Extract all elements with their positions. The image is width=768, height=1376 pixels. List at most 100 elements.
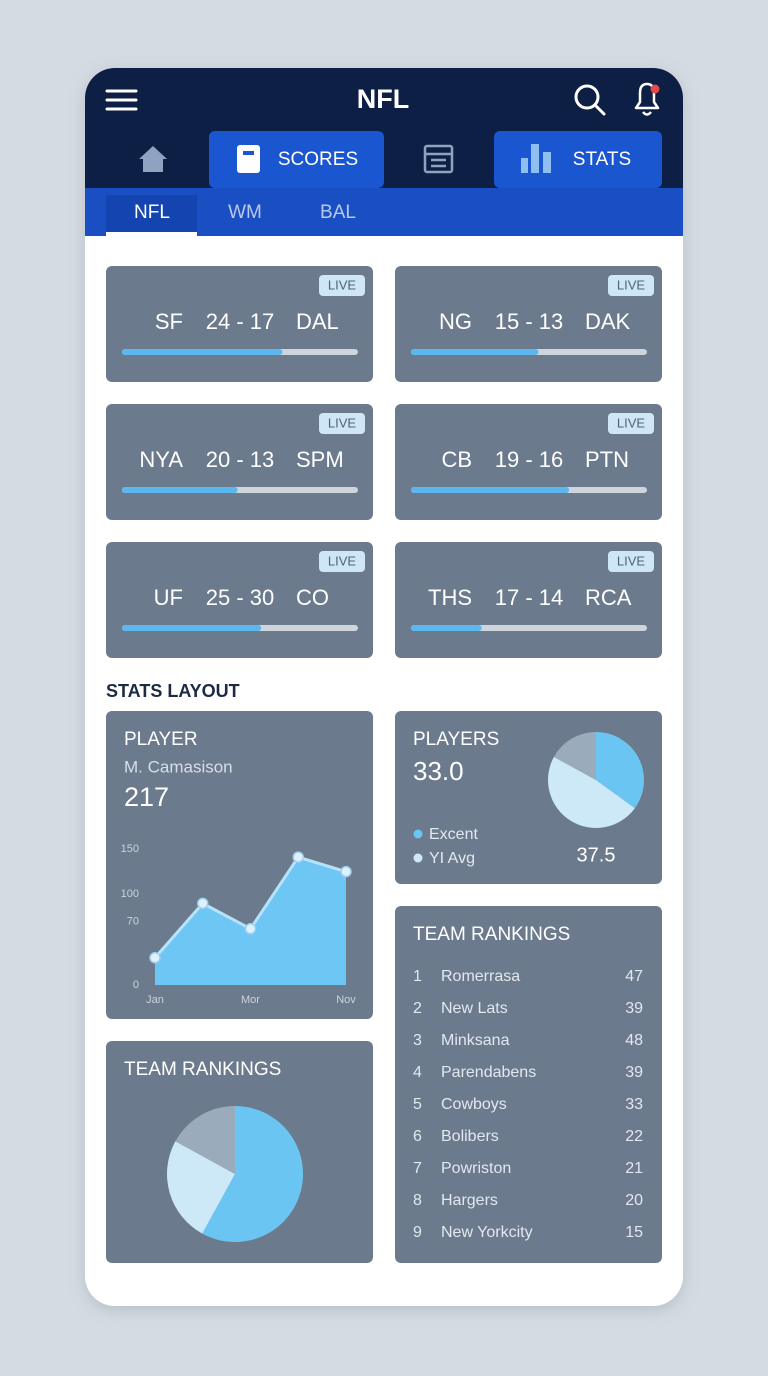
progress-bar — [122, 487, 238, 493]
notification-button[interactable] — [634, 82, 660, 116]
rank: 6 — [413, 1128, 422, 1145]
stats-icon — [521, 144, 551, 173]
team-value: 22 — [625, 1128, 643, 1145]
score: 24 - 17 — [206, 309, 275, 334]
card-label: PLAYERS — [413, 729, 499, 750]
team-value: 20 — [625, 1192, 643, 1209]
pie-slice — [596, 732, 645, 809]
x-tick-label: Jan — [146, 994, 164, 1006]
live-badge — [319, 551, 365, 572]
score: 15 - 13 — [495, 309, 564, 334]
home-team: SF — [155, 309, 183, 334]
player-name: M. Camasison — [124, 757, 233, 776]
live-label: LIVE — [617, 277, 646, 292]
section-title: STATS LAYOUT — [106, 681, 240, 701]
players-secondary: 37.5 — [577, 844, 616, 866]
team-name: Romerrasa — [441, 968, 520, 985]
point — [149, 952, 161, 964]
team-value: 21 — [625, 1160, 643, 1177]
y-tick-label: 0 — [133, 979, 139, 991]
home-team: CB — [441, 447, 472, 472]
tab-label[interactable]: STATS — [573, 149, 631, 170]
card-title: TEAM RANKINGS — [124, 1059, 281, 1080]
score: 19 - 16 — [495, 447, 564, 472]
live-badge — [319, 275, 365, 296]
legend-label: YI Avg — [429, 850, 475, 867]
subtab-underline — [106, 232, 197, 236]
team-value: 47 — [625, 968, 643, 985]
live-label: LIVE — [617, 415, 646, 430]
home-team: NYA — [139, 447, 183, 472]
rank: 2 — [413, 1000, 422, 1017]
point — [292, 851, 304, 863]
away-team: CO — [296, 585, 329, 610]
team-name: New Yorkcity — [441, 1224, 533, 1241]
card-label: PLAYER — [124, 729, 198, 750]
y-tick-label: 100 — [121, 888, 139, 900]
rank: 7 — [413, 1160, 422, 1177]
team-name: Parendabens — [441, 1064, 536, 1081]
area — [155, 857, 346, 985]
rankings-card — [395, 906, 662, 1263]
pie-slice — [553, 732, 596, 780]
legend-dot — [413, 853, 423, 863]
team-name: Bolibers — [441, 1128, 499, 1145]
rank: 8 — [413, 1192, 422, 1209]
progress-bar — [122, 625, 262, 631]
search-button[interactable] — [574, 84, 606, 116]
away-team: DAL — [296, 309, 339, 334]
player-value: 217 — [124, 782, 169, 812]
away-team: SPM — [296, 447, 344, 472]
away-team: DAK — [585, 309, 631, 334]
point — [244, 923, 257, 935]
x-tick-label: Mor — [241, 994, 260, 1006]
pie-slice — [175, 1106, 235, 1174]
team-name: New Lats — [441, 1000, 508, 1017]
point — [197, 897, 209, 910]
live-badge — [608, 413, 654, 434]
live-label: LIVE — [617, 553, 646, 568]
menu-button[interactable] — [105, 89, 138, 111]
x-tick-label: Nov — [336, 994, 356, 1006]
rank: 4 — [413, 1064, 422, 1081]
live-label: LIVE — [328, 415, 357, 430]
progress-bar — [411, 487, 570, 493]
live-badge — [608, 551, 654, 572]
live-badge — [319, 413, 365, 434]
away-team: PTN — [585, 447, 629, 472]
y-tick-label: 70 — [127, 915, 139, 927]
rank: 5 — [413, 1096, 422, 1113]
progress-bar — [411, 625, 482, 631]
subtab-label[interactable]: WM — [228, 202, 262, 223]
progress-bar — [122, 349, 283, 355]
tab-label[interactable]: SCORES — [278, 149, 358, 170]
legend-dot — [413, 829, 423, 839]
subtab-label[interactable]: BAL — [320, 202, 356, 223]
app-title: NFL — [357, 84, 409, 114]
score: 20 - 13 — [206, 447, 275, 472]
subtab-active[interactable] — [106, 195, 197, 236]
y-tick-label: 150 — [121, 843, 139, 855]
subtab-label[interactable]: NFL — [134, 202, 170, 223]
pie-slice — [547, 756, 635, 829]
team-name: Minksana — [441, 1032, 510, 1049]
team-value: 39 — [625, 1064, 643, 1081]
home-tab[interactable] — [139, 146, 167, 172]
point — [340, 865, 352, 878]
team-name: Cowboys — [441, 1096, 507, 1113]
calendar-tab[interactable] — [423, 144, 454, 174]
card-title: TEAM RANKINGS — [413, 924, 570, 945]
live-badge — [608, 275, 654, 296]
team-value: 33 — [625, 1096, 643, 1113]
home-team: NG — [439, 309, 472, 334]
score: 25 - 30 — [206, 585, 275, 610]
rank: 1 — [413, 968, 422, 985]
pie-slice — [166, 1141, 235, 1234]
progress-bar — [411, 349, 539, 355]
pie-slice — [202, 1106, 303, 1242]
players-value: 33.0 — [413, 756, 464, 786]
team-value: 15 — [625, 1224, 643, 1241]
team-value: 39 — [625, 1000, 643, 1017]
